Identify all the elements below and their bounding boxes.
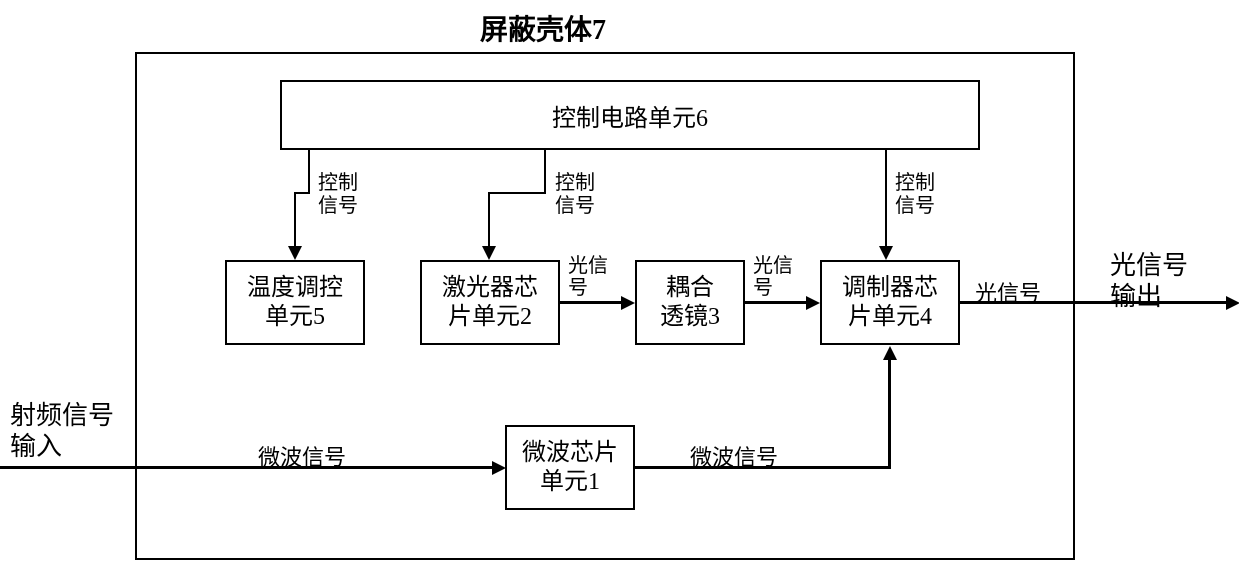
arrow-segment <box>560 301 623 304</box>
temp-control-label: 温度调控 单元5 <box>247 274 343 332</box>
control-circuit-label: 控制电路单元6 <box>552 98 708 133</box>
arrow-segment <box>888 358 891 469</box>
microwave-chip-label: 微波芯片 单元1 <box>522 439 618 497</box>
arrow-segment <box>308 150 310 194</box>
rf-input-label: 射频信号 输入 <box>10 400 114 462</box>
arrow-head <box>621 296 635 310</box>
arrow-segment <box>0 466 494 469</box>
arrow-segment <box>745 301 808 304</box>
arrow-segment <box>885 150 887 248</box>
arrow-head <box>879 246 893 260</box>
arrow-segment <box>544 150 546 194</box>
arrow-head <box>482 246 496 260</box>
arrow-head <box>1226 296 1239 310</box>
arrow-segment <box>488 192 546 194</box>
arrow-segment <box>294 192 310 194</box>
arrow-segment <box>294 192 296 248</box>
laser-chip-label: 激光器芯 片单元2 <box>442 274 538 332</box>
coupling-lens-block: 耦合 透镜3 <box>635 260 745 345</box>
arrow-segment <box>488 192 490 248</box>
diagram-title: 屏蔽壳体7 <box>480 8 606 48</box>
arrow-segment <box>960 301 1228 304</box>
control-circuit-block: 控制电路单元6 <box>280 80 980 150</box>
optical-signal-label-1: 光信 号 <box>568 255 608 299</box>
optical-signal-label-2: 光信 号 <box>753 255 793 299</box>
ctrl-signal-label-3: 控制 信号 <box>895 172 935 218</box>
modulator-chip-label: 调制器芯 片单元4 <box>842 274 938 332</box>
microwave-chip-block: 微波芯片 单元1 <box>505 425 635 510</box>
ctrl-signal-label-2: 控制 信号 <box>555 172 595 218</box>
temp-control-block: 温度调控 单元5 <box>225 260 365 345</box>
modulator-chip-block: 调制器芯 片单元4 <box>820 260 960 345</box>
arrow-head <box>883 346 897 360</box>
coupling-lens-label: 耦合 透镜3 <box>660 274 720 332</box>
arrow-head <box>288 246 302 260</box>
arrow-head <box>806 296 820 310</box>
arrow-head <box>492 461 506 475</box>
laser-chip-block: 激光器芯 片单元2 <box>420 260 560 345</box>
ctrl-signal-label-1: 控制 信号 <box>318 172 358 218</box>
arrow-segment <box>635 466 890 469</box>
